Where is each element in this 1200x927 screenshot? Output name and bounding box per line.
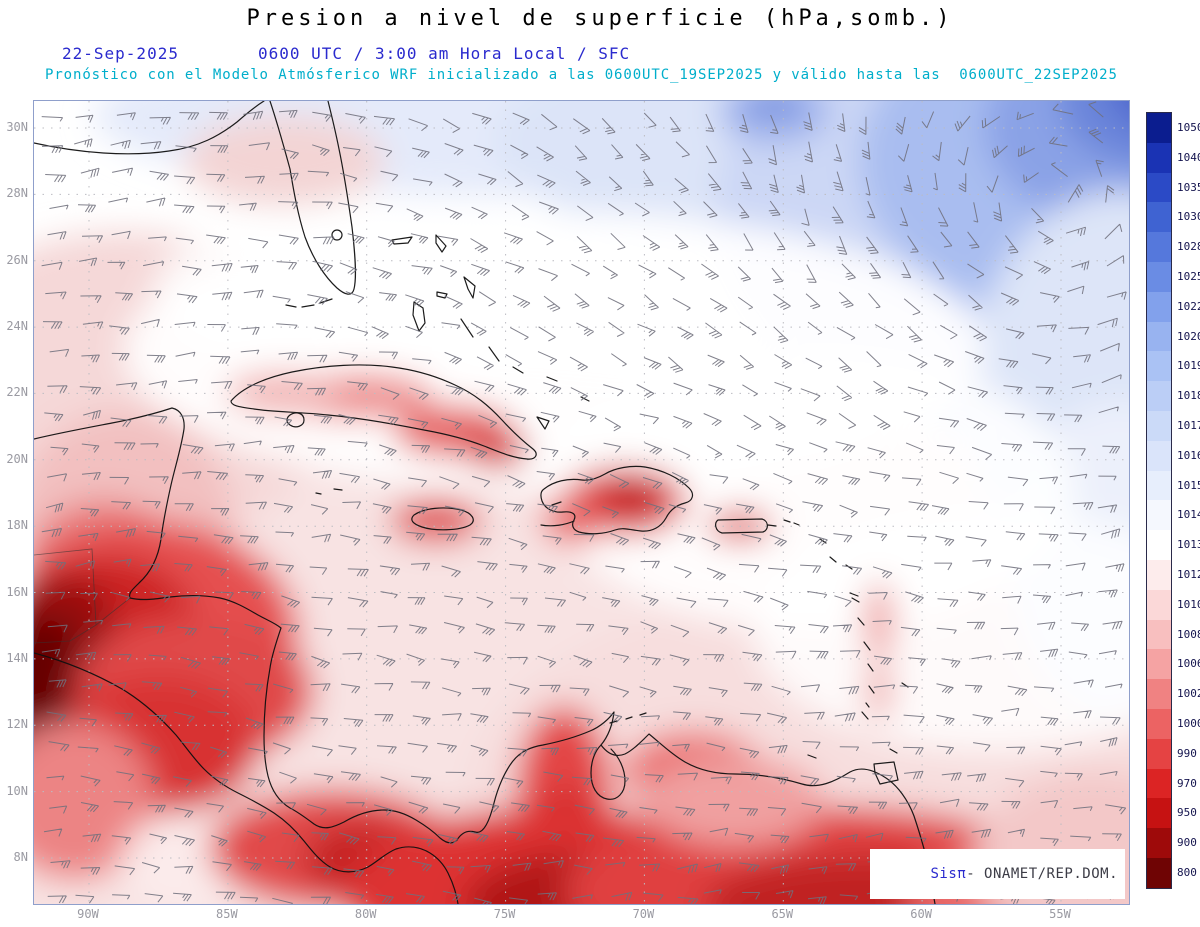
colorbar-label: 970 [1176,776,1198,790]
colorbar-label: 950 [1176,806,1198,820]
colorbar-segment [1147,828,1171,858]
coast-cuba [230,364,537,460]
colorbar-label: 1000 [1176,718,1200,731]
lat-tick-label: 16N [6,584,28,599]
colorbar-segment [1147,738,1171,769]
forecast-description: Pronóstico con el Modelo Atmósferico WRF… [45,67,1118,83]
lon-tick-label: 90W [77,907,99,921]
watermark-org: - ONAMET/REP.DOM. [966,866,1118,882]
lon-tick-label: 85W [216,907,238,921]
colorbar-label: 1050 [1176,121,1200,134]
colorbar-segment [1147,649,1171,680]
colorbar-label: 1008 [1176,628,1200,641]
colorbar-segment [1147,351,1171,382]
lon-tick-label: 60W [910,907,932,921]
colorbar-segment [1147,679,1171,709]
colorbar-segment [1147,619,1171,650]
colorbar-segment [1147,768,1171,799]
lat-tick-label: 24N [6,319,28,334]
colorbar-label: 1016 [1176,449,1200,462]
colorbar-label: 1015 [1176,479,1200,492]
colorbar-segment [1147,261,1171,292]
colorbar-segment [1147,589,1171,620]
lat-tick-label: 30N [6,120,28,134]
lon-tick-label: 65W [771,907,794,921]
colorbar-label: 1028 [1176,241,1200,254]
page-title: Presion a nivel de superficie (hPa,somb.… [246,6,954,31]
colorbar-label: 900 [1176,836,1198,850]
colorbar-label: 1012 [1176,569,1200,582]
coast-bahamas [391,234,590,430]
lon-tick-label: 80W [354,907,377,921]
lat-tick-label: 28N [6,186,28,201]
colorbar-segment [1147,500,1171,531]
lat-tick-label: 26N [6,252,28,267]
colorbar-label: 1025 [1176,270,1200,283]
colorbar-label: 990 [1176,746,1198,760]
colorbar-label: 1006 [1176,658,1200,671]
coast-south-america [456,711,936,904]
country-borders [34,548,131,644]
colorbar-segment [1147,530,1171,560]
watermark-brand: Sisπ [930,866,967,882]
coast-hispaniola [540,465,694,535]
colorbar-label: 1014 [1176,509,1200,522]
colorbar-label: 1040 [1176,151,1200,164]
colorbar-label: 1002 [1176,688,1200,701]
lat-tick-label: 18N [6,518,28,533]
valid-date: 22-Sep-2025 [62,44,179,63]
colorbar-segment [1147,857,1171,888]
coast-jamaica [315,488,474,531]
lat-tick-label: 14N [6,650,28,665]
lake-maracaibo [590,744,626,800]
pressure-map: Sisπ- ONAMET/REP.DOM. [33,100,1130,905]
colorbar-label: 1010 [1176,598,1200,611]
map-canvas [34,101,1129,904]
colorbar-segment [1147,232,1171,262]
colorbar-segment [1147,142,1171,173]
colorbar-segment [1147,410,1171,441]
coast-puerto-rico [715,518,800,534]
lat-tick-label: 10N [6,783,28,798]
colorbar-label: 1019 [1176,360,1200,373]
pressure-field [34,101,1129,904]
colorbar-segment [1147,798,1171,829]
colorbar-segment [1147,172,1171,203]
colorbar-label: 1013 [1176,539,1200,552]
colorbar-segment [1147,440,1171,471]
watermark: Sisπ- ONAMET/REP.DOM. [869,849,1125,899]
colorbar-segment [1147,470,1171,501]
colorbar-label: 800 [1176,866,1198,880]
colorbar-label: 1018 [1176,390,1200,403]
colorbar-segment [1147,113,1171,143]
colorbar-segment [1147,559,1171,590]
valid-time: 0600 UTC / 3:00 am Hora Local / SFC [258,44,631,63]
lon-tick-label: 70W [632,907,655,921]
lat-tick-label: 12N [6,717,28,732]
lat-tick-label: 22N [6,385,28,400]
coast-pacific [34,652,459,904]
lon-tick-label: 55W [1049,907,1071,921]
lat-tick-label: 8N [13,849,28,864]
lake-okeechobee [331,229,343,241]
colorbar-label: 1022 [1176,300,1200,313]
colorbar-segment [1147,381,1171,411]
colorbar-segment [1147,321,1171,352]
lon-tick-label: 75W [493,907,516,921]
coast-central-america [34,407,458,844]
wind-barbs [41,101,1127,904]
colorbar-label: 1020 [1176,330,1200,343]
colorbar-segment [1147,708,1171,739]
colorbar-segment [1147,291,1171,322]
lat-tick-label: 20N [6,451,28,466]
colorbar-label: 1030 [1176,211,1200,224]
colorbar: 1050 1040 1035 1030 1028 1025 1022 1020 1019 1018… [1146,112,1200,889]
coastlines [34,101,936,904]
colorbar-label: 1035 [1176,181,1200,194]
coast-florida [34,101,357,308]
colorbar-segment [1147,202,1171,233]
colorbar-label: 1017 [1176,419,1200,432]
